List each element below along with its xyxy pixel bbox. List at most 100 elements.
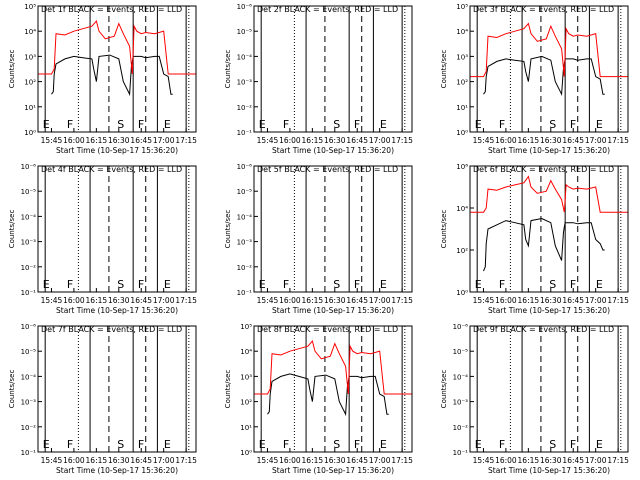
x-tick-label: 16:30: [324, 296, 346, 305]
x-tick-label: 16:45: [130, 136, 152, 145]
y-tick-label: 10⁻¹: [237, 289, 253, 297]
y-axis-label: Counts/sec: [440, 370, 448, 409]
y-tick-label: 10²: [456, 247, 468, 255]
y-tick-label: 10⁻³: [237, 79, 253, 87]
y-tick-label: 10⁻³: [21, 399, 37, 407]
region-label: S: [117, 118, 124, 131]
y-tick-label: 10³: [456, 53, 468, 61]
x-tick-label: 16:45: [346, 296, 368, 305]
x-tick-label: 16:45: [346, 136, 368, 145]
x-tick-label: 16:30: [324, 136, 346, 145]
events-series-line: [483, 217, 605, 272]
panel-title: Det 8f BLACK = Events, RED = LLD: [257, 325, 398, 334]
x-axis-label: Start Time (10-Sep-17 15:36:20): [272, 146, 394, 155]
region-label: F: [138, 118, 144, 131]
x-tick-label: 16:45: [130, 456, 152, 465]
region-label: F: [499, 278, 505, 291]
plot-frame: [253, 5, 413, 133]
y-tick-label: 10⁻¹: [453, 449, 469, 457]
y-axis-label: Counts/sec: [224, 210, 232, 249]
region-label: S: [117, 278, 124, 291]
region-label: F: [570, 278, 576, 291]
lld-series-line: [254, 340, 412, 395]
y-tick-label: 10⁻²: [21, 424, 37, 432]
panel-title: Det 1f BLACK = Events, RED = LLD: [41, 5, 182, 14]
y-tick-label: 10⁻⁶: [237, 3, 253, 11]
x-tick-label: 17:15: [391, 456, 413, 465]
region-label: F: [138, 278, 144, 291]
x-axis-label: Start Time (10-Sep-17 15:36:20): [56, 146, 178, 155]
x-tick-label: 16:00: [279, 456, 301, 465]
x-tick-label: 16:00: [63, 136, 85, 145]
region-label: E: [475, 278, 482, 291]
x-axis-label: Start Time (10-Sep-17 15:36:20): [272, 306, 394, 315]
x-tick-label: 15:45: [257, 296, 279, 305]
y-tick-label: 10⁻⁶: [21, 163, 37, 171]
panel-title: Det 7f BLACK = Events, RED = LLD: [41, 325, 182, 334]
panel-det-3: Det 3f BLACK = Events, RED = LLD E F S F E 15:…: [440, 3, 629, 155]
x-tick-label: 16:15: [302, 456, 324, 465]
panel-det-2: Det 2f BLACK = Events, RED = LLD E F S F E 15:…: [224, 3, 413, 155]
x-tick-label: 16:15: [518, 136, 540, 145]
panel-det-8: Det 8f BLACK = Events, RED = LLD E F S F E 15:…: [224, 323, 413, 475]
panel-det-6: Det 6f BLACK = Events, RED = LLD E F S F E 15:…: [440, 163, 629, 315]
x-tick-label: 16:00: [495, 136, 517, 145]
region-label: F: [283, 118, 289, 131]
y-tick-label: 10⁻¹: [21, 289, 37, 297]
x-tick-label: 16:00: [495, 296, 517, 305]
x-tick-label: 17:00: [585, 456, 607, 465]
region-label: F: [138, 438, 144, 451]
region-label: E: [164, 438, 171, 451]
y-axis-label: Counts/sec: [8, 370, 16, 409]
y-tick-label: 10⁻²: [21, 264, 37, 272]
y-tick-label: 10⁻¹: [237, 129, 253, 137]
y-tick-label: 10³: [240, 373, 252, 381]
lld-series-line: [470, 175, 628, 213]
y-tick-label: 10¹: [456, 104, 468, 112]
x-tick-label: 15:45: [473, 136, 495, 145]
x-tick-label: 16:00: [63, 456, 85, 465]
y-tick-label: 10⁴: [456, 28, 468, 36]
y-axis-label: Counts/sec: [224, 50, 232, 89]
lld-series-line: [470, 22, 628, 78]
y-tick-label: 10⁰: [456, 129, 468, 137]
region-label: E: [259, 438, 266, 451]
y-axis-label: Counts/sec: [440, 50, 448, 89]
region-label: E: [380, 438, 387, 451]
x-tick-label: 16:15: [86, 296, 108, 305]
x-tick-label: 17:15: [607, 136, 629, 145]
x-tick-label: 16:15: [302, 296, 324, 305]
y-axis-label: Counts/sec: [440, 210, 448, 249]
y-tick-label: 10⁻⁴: [237, 213, 253, 221]
y-tick-label: 10²: [240, 399, 252, 407]
panel-title: Det 6f BLACK = Events, RED = LLD: [473, 165, 614, 174]
y-tick-label: 10⁰: [24, 129, 36, 137]
y-tick-label: 10¹: [24, 104, 36, 112]
y-tick-label: 10⁻³: [453, 399, 469, 407]
region-label: F: [570, 438, 576, 451]
y-tick-label: 10⁻⁶: [21, 323, 37, 331]
region-label: E: [380, 118, 387, 131]
region-label: F: [499, 118, 505, 131]
region-label: S: [549, 438, 556, 451]
region-label: F: [67, 118, 73, 131]
x-axis-label: Start Time (10-Sep-17 15:36:20): [272, 466, 394, 475]
panel-title: Det 5f BLACK = Events, RED = LLD: [257, 165, 398, 174]
x-tick-label: 17:00: [585, 136, 607, 145]
y-tick-label: 10²: [24, 79, 36, 87]
y-tick-label: 10⁰: [240, 449, 252, 457]
events-series-line: [267, 373, 389, 417]
region-label: F: [67, 278, 73, 291]
y-tick-label: 10⁰: [456, 289, 468, 297]
y-tick-label: 10⁻⁵: [21, 188, 37, 196]
x-tick-label: 15:45: [473, 296, 495, 305]
region-label: E: [164, 278, 171, 291]
x-tick-label: 16:00: [279, 136, 301, 145]
x-tick-label: 16:45: [346, 456, 368, 465]
x-tick-label: 16:00: [63, 296, 85, 305]
region-label: E: [475, 118, 482, 131]
region-label: F: [570, 118, 576, 131]
y-tick-label: 10⁻⁴: [237, 53, 253, 61]
region-label: F: [283, 438, 289, 451]
